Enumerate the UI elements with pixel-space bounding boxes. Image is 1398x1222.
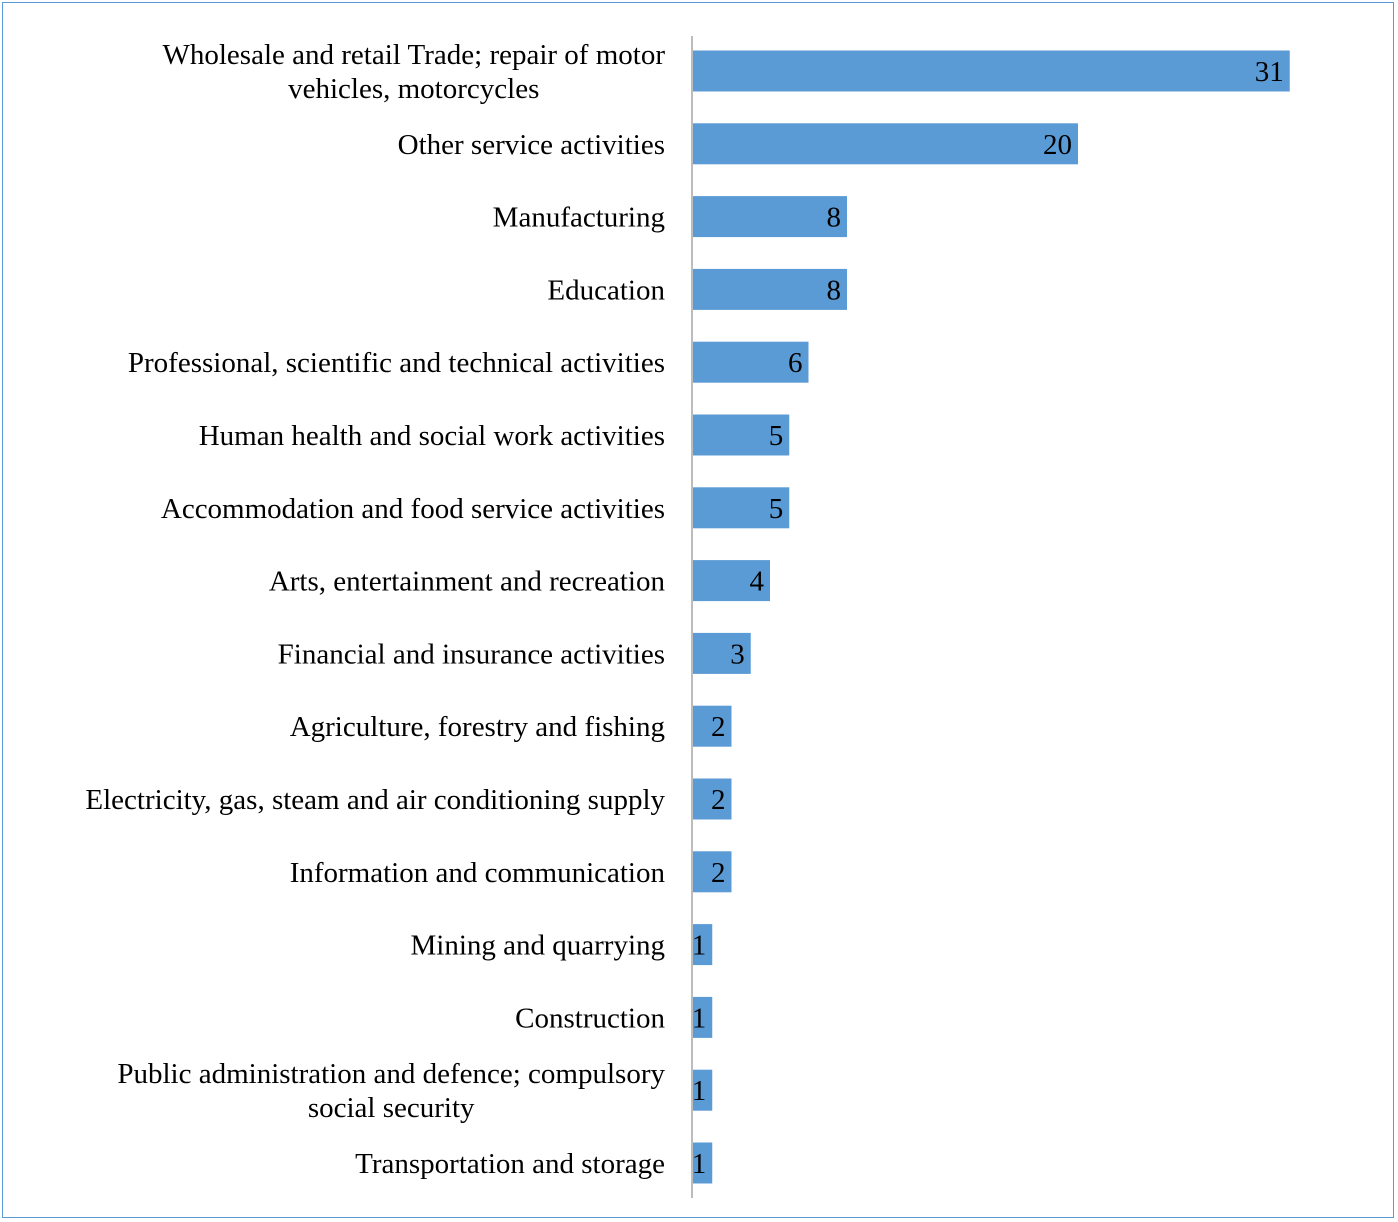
bar bbox=[693, 632, 751, 674]
category-label: Manufacturing bbox=[493, 202, 665, 234]
category-label: Other service activities bbox=[398, 129, 665, 161]
bar bbox=[693, 196, 847, 238]
data-label: 31 bbox=[1255, 56, 1284, 88]
category-label: Wholesale and retail Trade; repair of mo… bbox=[162, 39, 665, 105]
bar bbox=[693, 487, 790, 529]
category-label: Public administration and defence; compu… bbox=[117, 1058, 665, 1124]
category-label: Arts, entertainment and recreation bbox=[269, 566, 666, 598]
data-label: 8 bbox=[827, 202, 842, 234]
bar bbox=[693, 1142, 713, 1184]
bar bbox=[693, 560, 770, 602]
data-label: 8 bbox=[827, 274, 842, 306]
data-label: 2 bbox=[711, 784, 726, 816]
category-label: Accommodation and food service activitie… bbox=[161, 493, 665, 525]
data-label: 1 bbox=[692, 930, 707, 962]
bar bbox=[693, 1069, 713, 1111]
data-label: 6 bbox=[788, 347, 803, 379]
bar bbox=[693, 268, 847, 310]
data-label: 3 bbox=[730, 638, 745, 670]
bar bbox=[693, 924, 713, 966]
category-label: Mining and quarrying bbox=[410, 930, 665, 962]
bar bbox=[693, 705, 732, 747]
value-labels-group: 31 20 8 8 6 5 5 4 3 2 2 2 1 1 1 1 bbox=[692, 56, 1284, 1180]
category-label: Construction bbox=[515, 1002, 665, 1034]
bar bbox=[693, 414, 790, 456]
category-labels-group: Wholesale and retail Trade; repair of mo… bbox=[85, 39, 665, 1180]
bars-group bbox=[693, 50, 1290, 1184]
data-label: 2 bbox=[711, 711, 726, 743]
bar bbox=[693, 341, 809, 383]
data-label: 5 bbox=[769, 493, 784, 525]
category-label: Human health and social work activities bbox=[199, 420, 665, 452]
bar bbox=[693, 996, 713, 1038]
data-label: 2 bbox=[711, 857, 726, 889]
bar bbox=[693, 851, 732, 893]
category-label: Electricity, gas, steam and air conditio… bbox=[85, 784, 665, 816]
category-label: Financial and insurance activities bbox=[278, 638, 665, 670]
category-label: Professional, scientific and technical a… bbox=[128, 347, 665, 379]
data-label: 1 bbox=[692, 1002, 707, 1034]
category-label: Transportation and storage bbox=[355, 1148, 665, 1180]
bar-chart: Wholesale and retail Trade; repair of mo… bbox=[85, 36, 1290, 1198]
data-label: 20 bbox=[1043, 129, 1072, 161]
bar bbox=[693, 50, 1290, 92]
bar bbox=[693, 123, 1078, 165]
data-label: 1 bbox=[692, 1148, 707, 1180]
data-label: 1 bbox=[692, 1075, 707, 1107]
category-label: Information and communication bbox=[290, 857, 666, 889]
data-label: 5 bbox=[769, 420, 784, 452]
bar bbox=[693, 778, 732, 820]
category-label: Education bbox=[547, 274, 665, 306]
data-label: 4 bbox=[750, 566, 765, 598]
category-label: Agriculture, forestry and fishing bbox=[290, 711, 665, 743]
